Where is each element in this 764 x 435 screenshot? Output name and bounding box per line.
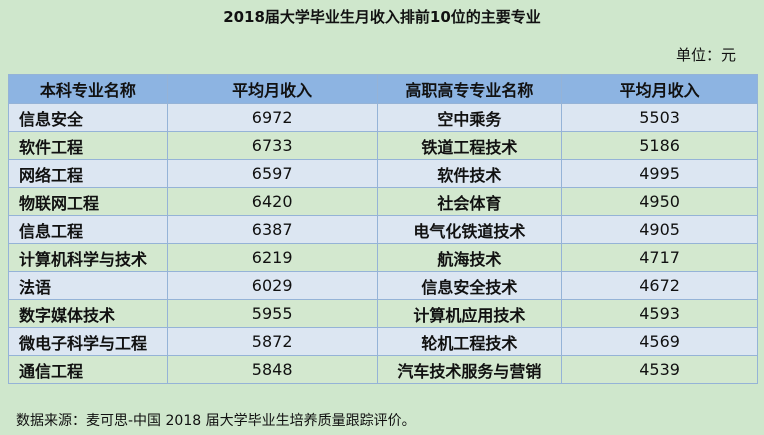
cell-vocational-income: 4950 <box>561 187 758 216</box>
header-undergrad-income: 平均月收入 <box>166 74 378 104</box>
cell-vocational-income: 5503 <box>561 103 758 132</box>
cell-undergrad-income: 5955 <box>166 299 378 328</box>
page-title: 2018届大学毕业生月收入排前10位的主要专业 <box>223 8 541 26</box>
table-row: 微电子科学与工程 5872 轮机工程技术 4569 <box>8 327 758 356</box>
cell-undergrad-income: 6733 <box>166 131 378 160</box>
cell-vocational-major: 铁道工程技术 <box>376 131 563 160</box>
cell-vocational-income: 4539 <box>561 355 758 384</box>
cell-vocational-major: 软件技术 <box>376 159 563 188</box>
source-note: 数据来源：麦可思-中国 2018 届大学毕业生培养质量跟踪评价。 <box>16 413 416 429</box>
cell-undergrad-major: 计算机科学与技术 <box>8 243 168 272</box>
table-row: 通信工程 5848 汽车技术服务与营销 4539 <box>8 355 758 384</box>
cell-undergrad-income: 5848 <box>166 355 378 384</box>
cell-vocational-major: 航海技术 <box>376 243 563 272</box>
cell-undergrad-major: 法语 <box>8 271 168 300</box>
table-row: 网络工程 6597 软件技术 4995 <box>8 159 758 188</box>
cell-undergrad-major: 物联网工程 <box>8 187 168 216</box>
header-undergrad-major: 本科专业名称 <box>8 74 168 104</box>
table-row: 软件工程 6733 铁道工程技术 5186 <box>8 131 758 160</box>
cell-vocational-major: 轮机工程技术 <box>376 327 563 356</box>
table-row: 数字媒体技术 5955 计算机应用技术 4593 <box>8 299 758 328</box>
cell-vocational-major: 电气化铁道技术 <box>376 215 563 244</box>
cell-vocational-major: 计算机应用技术 <box>376 299 563 328</box>
cell-vocational-income: 4995 <box>561 159 758 188</box>
cell-undergrad-income: 6029 <box>166 271 378 300</box>
header-vocational-income: 平均月收入 <box>561 74 758 104</box>
table-row: 计算机科学与技术 6219 航海技术 4717 <box>8 243 758 272</box>
cell-undergrad-income: 5872 <box>166 327 378 356</box>
cell-vocational-major: 空中乘务 <box>376 103 563 132</box>
table-row: 信息工程 6387 电气化铁道技术 4905 <box>8 215 758 244</box>
table-row: 法语 6029 信息安全技术 4672 <box>8 271 758 300</box>
cell-vocational-income: 4905 <box>561 215 758 244</box>
table-row: 物联网工程 6420 社会体育 4950 <box>8 187 758 216</box>
cell-vocational-income: 4717 <box>561 243 758 272</box>
cell-undergrad-major: 数字媒体技术 <box>8 299 168 328</box>
cell-undergrad-income: 6420 <box>166 187 378 216</box>
cell-undergrad-major: 微电子科学与工程 <box>8 327 168 356</box>
cell-undergrad-major: 软件工程 <box>8 131 168 160</box>
cell-vocational-major: 信息安全技术 <box>376 271 563 300</box>
cell-vocational-income: 4593 <box>561 299 758 328</box>
cell-vocational-income: 5186 <box>561 131 758 160</box>
cell-undergrad-income: 6387 <box>166 215 378 244</box>
cell-undergrad-income: 6972 <box>166 103 378 132</box>
cell-vocational-income: 4672 <box>561 271 758 300</box>
income-table: 本科专业名称 平均月收入 高职高专专业名称 平均月收入 信息安全 6972 空中乘务… <box>8 74 758 384</box>
cell-undergrad-major: 通信工程 <box>8 355 168 384</box>
cell-vocational-major: 汽车技术服务与营销 <box>376 355 563 384</box>
cell-undergrad-major: 网络工程 <box>8 159 168 188</box>
table-header-row: 本科专业名称 平均月收入 高职高专专业名称 平均月收入 <box>8 74 758 104</box>
cell-undergrad-income: 6219 <box>166 243 378 272</box>
unit-label: 单位：元 <box>675 46 736 64</box>
cell-vocational-major: 社会体育 <box>376 187 563 216</box>
cell-vocational-income: 4569 <box>561 327 758 356</box>
cell-undergrad-major: 信息安全 <box>8 103 168 132</box>
table-row: 信息安全 6972 空中乘务 5503 <box>8 103 758 132</box>
cell-undergrad-income: 6597 <box>166 159 378 188</box>
cell-undergrad-major: 信息工程 <box>8 215 168 244</box>
header-vocational-major: 高职高专专业名称 <box>376 74 563 104</box>
